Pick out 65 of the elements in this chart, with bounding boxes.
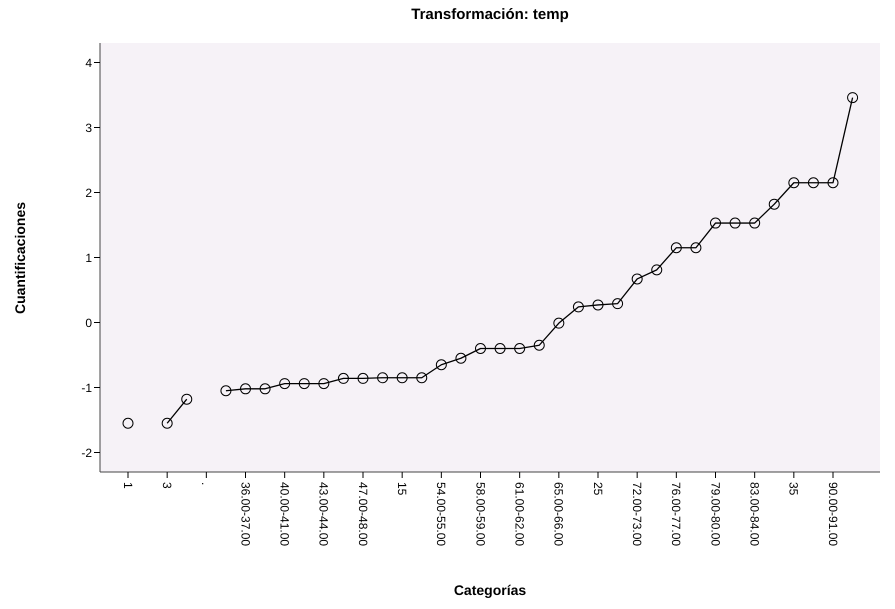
point: [768, 198, 780, 210]
point: [514, 343, 526, 354]
point: [808, 177, 819, 188]
point: [455, 352, 466, 364]
point: [788, 177, 800, 188]
point: [358, 372, 369, 384]
x-tick-label: 40.00-41.00: [277, 482, 292, 546]
point: [847, 92, 858, 104]
x-tick-label: 3: [160, 482, 174, 489]
x-tick-label: 36.00-37.00: [238, 482, 252, 546]
point: [710, 218, 721, 229]
point: [475, 343, 486, 354]
y-tick-label: -1: [81, 380, 92, 395]
point: [416, 372, 428, 384]
point: [828, 177, 838, 188]
point: [632, 273, 643, 284]
x-tick-label: 54.00-55.00: [434, 482, 448, 546]
x-tick-label: 1: [120, 482, 135, 489]
x-tick-label: 76.00-77.00: [669, 482, 684, 546]
chart-title: Transformación: temp: [410, 6, 570, 23]
x-tick-label: 90.00-91.00: [826, 482, 840, 546]
x-tick-label: 83.00-84.00: [747, 482, 762, 546]
x-tick-label: 72.00-73.00: [630, 482, 644, 546]
point: [338, 372, 349, 384]
point: [181, 394, 192, 405]
point: [651, 264, 662, 276]
point: [162, 418, 173, 429]
point: [494, 343, 506, 354]
y-tick-label: 2: [85, 186, 92, 200]
point: [279, 378, 290, 390]
point: [612, 298, 624, 310]
point: [553, 318, 564, 329]
y-axis-title: Cuantificaciones: [12, 202, 28, 314]
point: [318, 378, 330, 390]
point: [220, 385, 232, 396]
x-axis-title: Categorías: [452, 582, 528, 598]
point: [298, 378, 310, 390]
y-tick-label: 4: [85, 56, 92, 70]
point: [240, 383, 252, 394]
point: [396, 372, 408, 384]
point: [260, 383, 271, 394]
y-tick-label: 0: [85, 316, 92, 330]
x-tick-label: 79.00-80.00: [708, 482, 722, 546]
x-tick-label: 47.00-48.00: [356, 482, 370, 546]
point: [436, 359, 447, 370]
point: [670, 242, 682, 254]
x-tick-label: 25: [590, 482, 605, 496]
x-tick-label: 58.00-59.00: [473, 482, 488, 546]
x-tick-label: 61.00-62.00: [512, 482, 526, 546]
y-tick-label: 1: [85, 250, 92, 265]
x-tick-label: 35: [786, 482, 801, 496]
point: [730, 218, 741, 229]
point: [122, 418, 134, 429]
x-tick-label: 43.00-44.00: [316, 482, 331, 546]
x-tick-label: 65.00-66.00: [552, 482, 566, 546]
point: [592, 299, 604, 310]
y-tick-label: -2: [81, 446, 92, 460]
point: [572, 301, 584, 312]
point: [690, 242, 702, 254]
x-tick-label: .: [199, 482, 214, 486]
point: [534, 340, 545, 351]
x-tick-label: 15: [394, 482, 409, 496]
point: [749, 218, 760, 229]
point: [377, 372, 388, 384]
y-tick-label: 3: [85, 120, 92, 135]
